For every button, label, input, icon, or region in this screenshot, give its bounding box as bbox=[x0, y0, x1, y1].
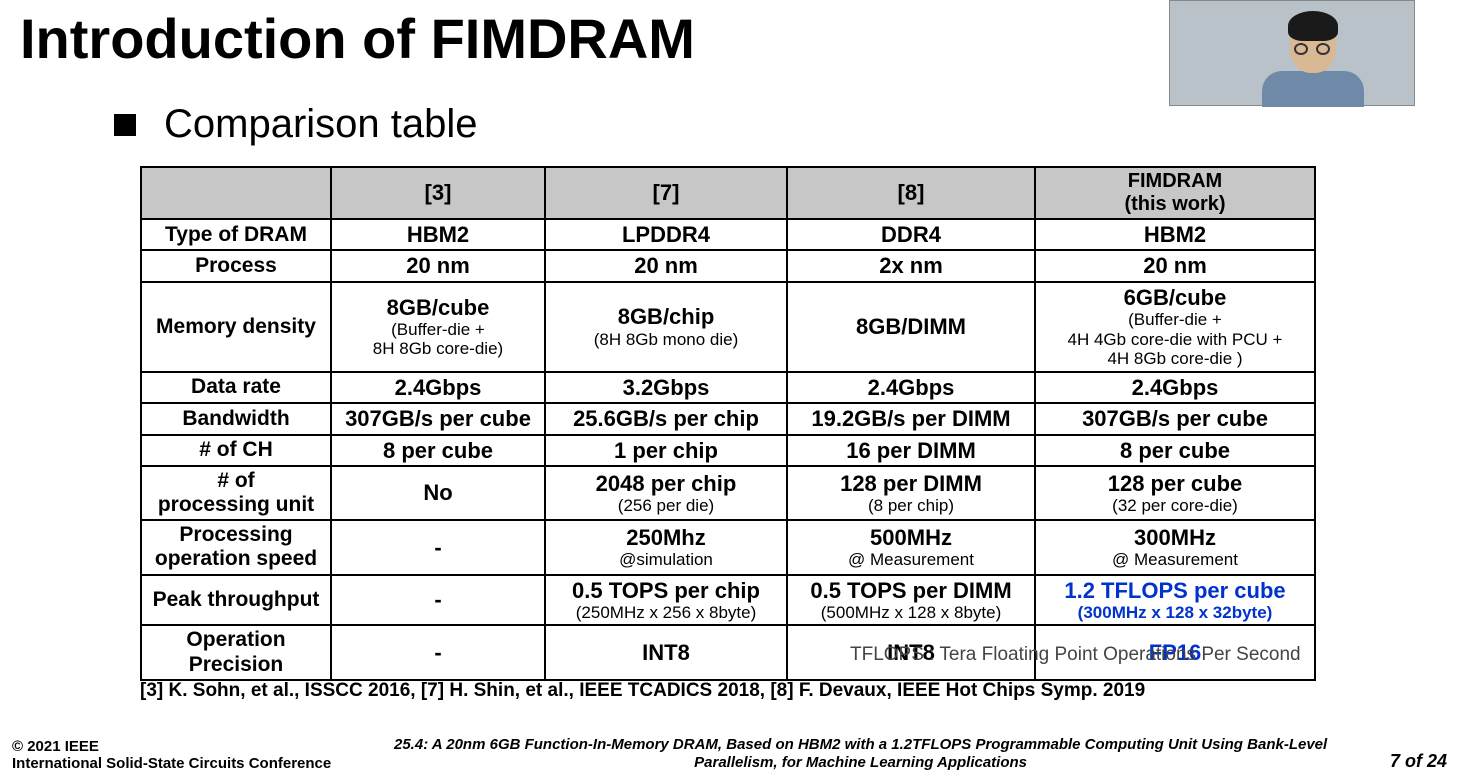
table-cell: 307GB/s per cube bbox=[331, 403, 545, 434]
row-label: Memory density bbox=[141, 282, 331, 372]
table-cell: 0.5 TOPS per DIMM(500MHz x 128 x 8byte) bbox=[787, 575, 1035, 626]
table-cell: 2.4Gbps bbox=[787, 372, 1035, 403]
header-col-4: FIMDRAM(this work) bbox=[1035, 167, 1315, 219]
row-label: # ofprocessing unit bbox=[141, 466, 331, 520]
table-row: # ofprocessing unitNo2048 per chip(256 p… bbox=[141, 466, 1315, 520]
table-cell: 128 per DIMM(8 per chip) bbox=[787, 466, 1035, 520]
table-cell: 250Mhz@simulation bbox=[545, 520, 787, 574]
row-label: Type of DRAM bbox=[141, 219, 331, 250]
references-line: [3] K. Sohn, et al., ISSCC 2016, [7] H. … bbox=[140, 680, 1145, 702]
table-cell: HBM2 bbox=[331, 219, 545, 250]
row-label: Processingoperation speed bbox=[141, 520, 331, 574]
table-cell: 3.2Gbps bbox=[545, 372, 787, 403]
header-blank bbox=[141, 167, 331, 219]
table-cell: - bbox=[331, 520, 545, 574]
table-row: Data rate2.4Gbps3.2Gbps2.4Gbps2.4Gbps bbox=[141, 372, 1315, 403]
table-row: Memory density8GB/cube(Buffer-die +8H 8G… bbox=[141, 282, 1315, 372]
table-row: Processingoperation speed-250Mhz@simulat… bbox=[141, 520, 1315, 574]
page-title: Introduction of FIMDRAM bbox=[20, 6, 695, 71]
table-cell: 20 nm bbox=[545, 250, 787, 281]
table-cell: 0.5 TOPS per chip(250MHz x 256 x 8byte) bbox=[545, 575, 787, 626]
table-cell: 1 per chip bbox=[545, 435, 787, 466]
table-cell: 8 per cube bbox=[331, 435, 545, 466]
table-cell: DDR4 bbox=[787, 219, 1035, 250]
table-cell: 8GB/chip(8H 8Gb mono die) bbox=[545, 282, 787, 372]
table-row: Bandwidth307GB/s per cube25.6GB/s per ch… bbox=[141, 403, 1315, 434]
table-cell: 8GB/cube(Buffer-die +8H 8Gb core-die) bbox=[331, 282, 545, 372]
footer: © 2021 IEEE International Solid-State Ci… bbox=[0, 736, 1459, 772]
footer-copyright: © 2021 IEEE International Solid-State Ci… bbox=[12, 739, 331, 772]
comparison-table: [3][7][8]FIMDRAM(this work) Type of DRAM… bbox=[140, 166, 1314, 681]
header-col-2: [7] bbox=[545, 167, 787, 219]
table-row: Peak throughput-0.5 TOPS per chip(250MHz… bbox=[141, 575, 1315, 626]
subtitle: Comparison table bbox=[164, 102, 478, 147]
page-number: 7 of 24 bbox=[1390, 751, 1447, 772]
table-cell: - bbox=[331, 575, 545, 626]
table-cell: 307GB/s per cube bbox=[1035, 403, 1315, 434]
table-cell: 128 per cube(32 per core-die) bbox=[1035, 466, 1315, 520]
table-cell: 2x nm bbox=[787, 250, 1035, 281]
table-cell: LPDDR4 bbox=[545, 219, 787, 250]
table-cell: 8GB/DIMM bbox=[787, 282, 1035, 372]
table-cell: - bbox=[331, 625, 545, 679]
table-row: Process20 nm20 nm2x nm20 nm bbox=[141, 250, 1315, 281]
table-cell: 20 nm bbox=[1035, 250, 1315, 281]
table-cell: 300MHz@ Measurement bbox=[1035, 520, 1315, 574]
footer-paper-title: 25.4: A 20nm 6GB Function-In-Memory DRAM… bbox=[331, 736, 1390, 772]
table-cell: INT8 bbox=[545, 625, 787, 679]
table-cell: 2.4Gbps bbox=[1035, 372, 1315, 403]
table-cell: 2048 per chip(256 per die) bbox=[545, 466, 787, 520]
table-cell: 20 nm bbox=[331, 250, 545, 281]
table-cell: 1.2 TFLOPS per cube(300MHz x 128 x 32byt… bbox=[1035, 575, 1315, 626]
table-cell: 19.2GB/s per DIMM bbox=[787, 403, 1035, 434]
speaker-thumbnail bbox=[1169, 0, 1415, 106]
row-label: Process bbox=[141, 250, 331, 281]
subtitle-row: Comparison table bbox=[114, 102, 478, 147]
table-row: # of CH8 per cube1 per chip16 per DIMM8 … bbox=[141, 435, 1315, 466]
row-label: Bandwidth bbox=[141, 403, 331, 434]
table-cell: 500MHz@ Measurement bbox=[787, 520, 1035, 574]
header-col-3: [8] bbox=[787, 167, 1035, 219]
table-cell: 25.6GB/s per chip bbox=[545, 403, 787, 434]
row-label: Peak throughput bbox=[141, 575, 331, 626]
table-cell: 2.4Gbps bbox=[331, 372, 545, 403]
table-cell: 16 per DIMM bbox=[787, 435, 1035, 466]
bullet-icon bbox=[114, 114, 136, 136]
header-col-1: [3] bbox=[331, 167, 545, 219]
table-cell: HBM2 bbox=[1035, 219, 1315, 250]
table-cell: 6GB/cube(Buffer-die +4H 4Gb core-die wit… bbox=[1035, 282, 1315, 372]
table-cell: 8 per cube bbox=[1035, 435, 1315, 466]
tflops-footnote: TFLOPS : Tera Floating Point Operations … bbox=[850, 644, 1301, 666]
table-cell: No bbox=[331, 466, 545, 520]
row-label: OperationPrecision bbox=[141, 625, 331, 679]
row-label: Data rate bbox=[141, 372, 331, 403]
table-row: Type of DRAMHBM2LPDDR4DDR4HBM2 bbox=[141, 219, 1315, 250]
row-label: # of CH bbox=[141, 435, 331, 466]
slide: Introduction of FIMDRAM Comparison table… bbox=[0, 0, 1459, 776]
